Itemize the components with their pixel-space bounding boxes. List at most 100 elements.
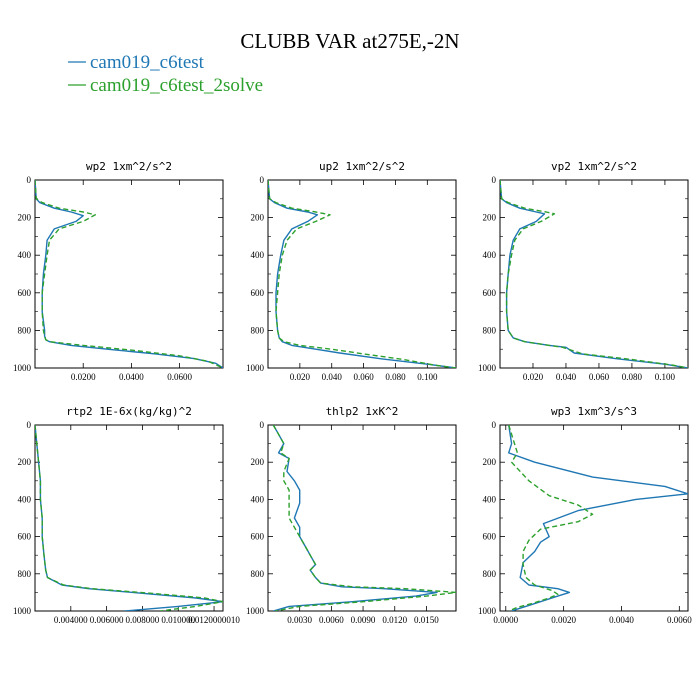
series-group	[35, 180, 223, 368]
y-tick-label: 400	[18, 494, 32, 504]
series-line-1	[500, 180, 688, 368]
y-tick-label: 400	[483, 494, 497, 504]
series-line-2	[268, 180, 456, 368]
x-tick-label: 0.020	[523, 372, 544, 382]
x-tick-label: 0.0030	[287, 615, 312, 625]
plot-frame	[34, 424, 224, 612]
series-group	[35, 425, 223, 611]
x-tick-label: 0.020	[290, 372, 311, 382]
x-tick-label: 0.0000	[493, 615, 518, 625]
y-tick-label: 600	[483, 288, 497, 298]
y-tick-label: 1000	[478, 363, 497, 373]
y-tick-label: 800	[251, 569, 265, 579]
x-tick-label: 0.0020	[551, 615, 576, 625]
x-tick-label: 0.100	[655, 372, 676, 382]
x-tick-label: 0.004000	[54, 615, 88, 625]
plot-frame	[267, 179, 457, 369]
series-group	[508, 425, 688, 611]
panel-title: up2 1xm^2/s^2	[319, 160, 405, 173]
x-tick-label: 0.0200	[71, 372, 96, 382]
series-line-2	[35, 425, 223, 611]
y-tick-label: 800	[483, 569, 497, 579]
series-group	[500, 180, 688, 368]
y-tick-label: 600	[251, 532, 265, 542]
plot-frame	[499, 179, 689, 369]
x-tick-label: 0.0090	[351, 615, 376, 625]
series-line-2	[500, 180, 688, 368]
chart-panel-1: wp2 1xm^2/s^2 0 200 400 600 800 1000 0.0200 0.04…	[13, 160, 224, 382]
legend: cam019_c6test cam019_c6test_2solve	[68, 52, 263, 96]
y-tick-label: 0	[260, 175, 265, 185]
y-tick-label: 800	[18, 325, 32, 335]
x-tick-label: 0.0060	[667, 615, 692, 625]
x-tick-label: 0.0120	[382, 615, 407, 625]
y-tick-label: 800	[483, 325, 497, 335]
y-tick-label: 0	[492, 175, 497, 185]
chart-panel-2: up2 1xm^2/s^2 0 200 400 600 800 1000 0.020 0.040…	[246, 160, 457, 382]
series-group	[268, 180, 456, 368]
x-tick-label: 0.006000	[90, 615, 124, 625]
x-tick-label: 0.0120000010	[188, 615, 240, 625]
x-tick-label: 0.010000	[161, 615, 195, 625]
x-tick-label: 0.0600	[167, 372, 192, 382]
y-tick-label: 200	[18, 457, 32, 467]
y-tick-label: 1000	[478, 606, 497, 616]
plot-frame	[499, 424, 689, 612]
panel-title: thlp2 1xK^2	[326, 405, 399, 418]
y-tick-label: 200	[18, 213, 32, 223]
panel-title: wp3 1xm^3/s^3	[551, 405, 637, 418]
legend-label-1: cam019_c6test	[90, 52, 205, 73]
legend-entry-1: cam019_c6test	[68, 52, 205, 73]
y-tick-label: 0	[27, 420, 32, 430]
x-tick-label: 0.040	[322, 372, 343, 382]
x-tick-label: 0.0040	[609, 615, 634, 625]
series-group	[272, 425, 456, 611]
chart-panel-3: vp2 1xm^2/s^2 0 200 400 600 800 1000 0.020 0.040…	[478, 160, 689, 382]
x-tick-label: 0.008000	[126, 615, 160, 625]
x-tick-label: 0.080	[622, 372, 643, 382]
x-tick-label: 0.060	[353, 372, 374, 382]
y-tick-label: 0	[492, 420, 497, 430]
panel-title: vp2 1xm^2/s^2	[551, 160, 637, 173]
x-tick-label: 0.040	[556, 372, 577, 382]
y-tick-label: 800	[18, 569, 32, 579]
y-tick-label: 1000	[13, 606, 32, 616]
x-tick-label: 0.0400	[119, 372, 144, 382]
y-tick-label: 800	[251, 325, 265, 335]
y-tick-label: 400	[251, 494, 265, 504]
y-tick-label: 0	[27, 175, 32, 185]
plot-frame	[34, 179, 224, 369]
series-line-1	[508, 425, 688, 611]
figure-title: CLUBB VAR at275E,-2N	[240, 29, 459, 53]
y-tick-label: 200	[251, 213, 265, 223]
y-tick-label: 600	[251, 288, 265, 298]
y-tick-label: 600	[18, 532, 32, 542]
legend-entry-2: cam019_c6test_2solve	[68, 75, 263, 96]
chart-panel-5: thlp2 1xK^2 0 200 400 600 800 1000 0.0030 0.0060…	[246, 405, 457, 625]
x-tick-label: 0.0150	[414, 615, 439, 625]
y-tick-label: 400	[483, 250, 497, 260]
y-tick-label: 200	[483, 457, 497, 467]
y-tick-label: 1000	[246, 363, 265, 373]
series-line-1	[268, 180, 456, 368]
legend-label-2: cam019_c6test_2solve	[90, 75, 263, 96]
y-tick-label: 600	[18, 288, 32, 298]
chart-panel-6: wp3 1xm^3/s^3 0 200 400 600 800 10000.0000 0.00…	[478, 405, 692, 625]
y-tick-label: 0	[260, 420, 265, 430]
x-tick-label: 0.100	[417, 372, 438, 382]
x-tick-label: 0.060	[589, 372, 610, 382]
y-tick-label: 1000	[13, 363, 32, 373]
panel-title: wp2 1xm^2/s^2	[86, 160, 172, 173]
series-line-2	[35, 180, 223, 368]
series-line-1	[35, 425, 223, 611]
y-tick-label: 1000	[246, 606, 265, 616]
y-tick-label: 400	[251, 250, 265, 260]
y-tick-label: 200	[483, 213, 497, 223]
y-tick-label: 400	[18, 250, 32, 260]
series-line-1	[272, 425, 438, 611]
series-line-2	[272, 425, 456, 611]
y-tick-label: 200	[251, 457, 265, 467]
panel-title: rtp2 1E-6x(kg/kg)^2	[66, 405, 192, 418]
